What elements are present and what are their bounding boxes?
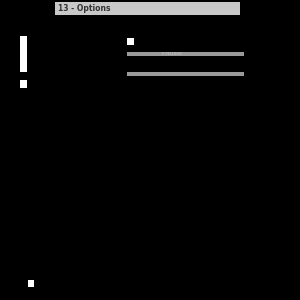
Text: IF-TD1000: IF-TD1000 — [161, 52, 182, 56]
Bar — [55, 2, 240, 15]
Bar — [20, 80, 27, 88]
Bar — [20, 36, 27, 72]
Bar — [28, 280, 34, 287]
Bar — [127, 52, 244, 56]
Bar — [127, 72, 244, 76]
Bar — [127, 38, 134, 45]
Text: 13 - Options: 13 - Options — [58, 4, 110, 13]
